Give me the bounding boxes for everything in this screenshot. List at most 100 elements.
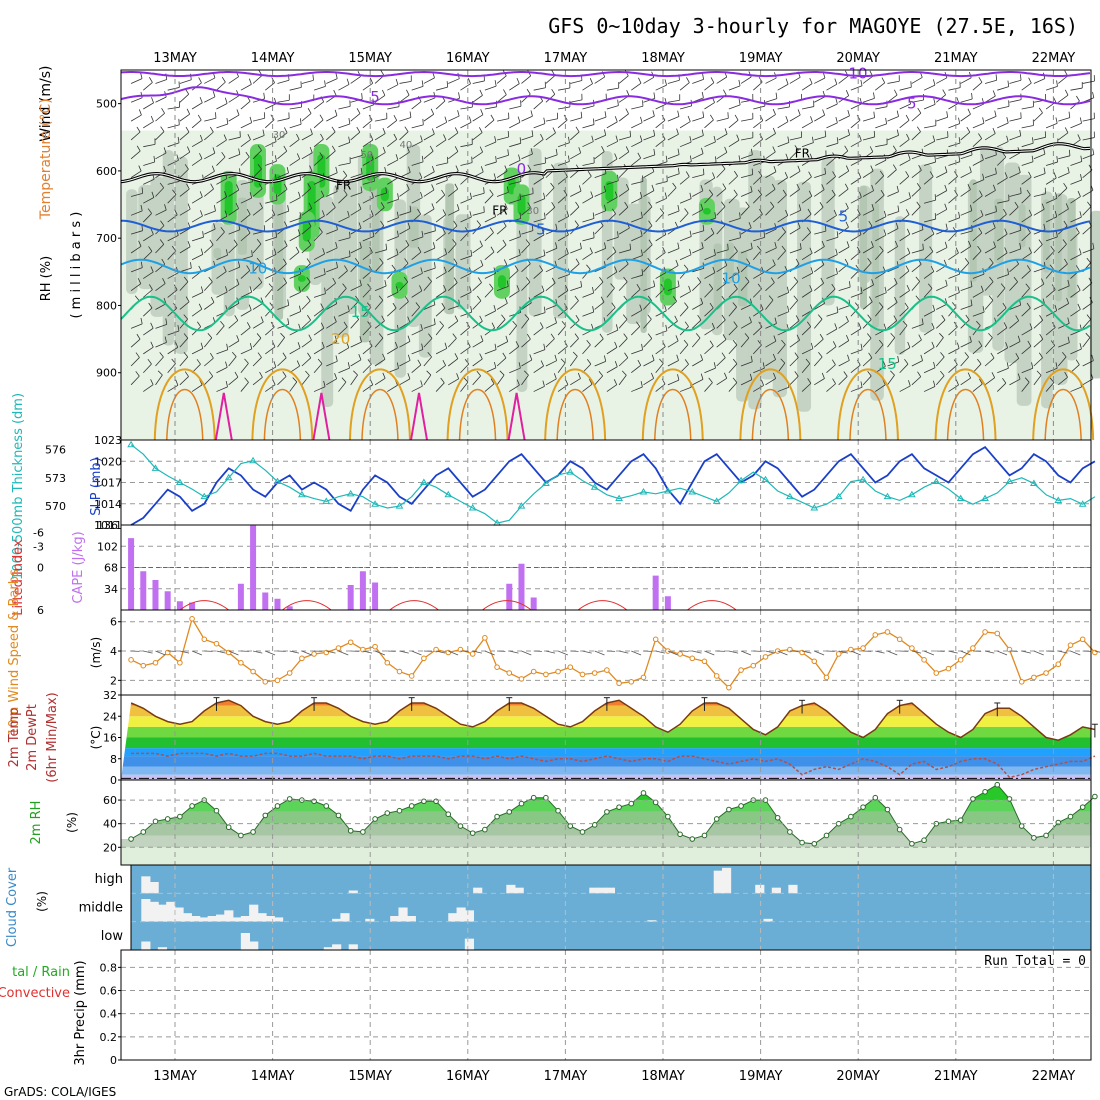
wind-barb-flag [884,286,887,293]
wind-barb [252,302,264,310]
wind-barb-flag [359,241,362,248]
wind-barb-flag [454,353,459,359]
wind-barb [362,384,373,392]
freezing-label: FR [795,146,810,160]
wind-barb [496,154,509,160]
wind-barb [899,347,911,355]
wind-barb [862,357,873,367]
wind-barb [740,174,753,179]
wind-barb [387,347,398,355]
wind-barb [716,265,728,273]
wind-barb [570,263,580,273]
wind-barb [789,76,801,84]
temp-unit: (°C) [89,726,103,750]
wind-speed-point [506,670,513,676]
wind-barb [960,246,971,254]
wind-barb-flag [929,171,934,177]
wind-barb-flag [1080,174,1083,181]
wind-barb-flag [750,185,753,192]
wind-barb-flag [946,111,949,118]
wind-barb-flag [934,156,936,163]
wind-barb-flag [187,203,191,210]
wind-barb [936,190,947,197]
wind-barb [289,251,300,261]
wind-barb [704,233,715,242]
wind-barb-flag [443,266,447,273]
wind-barb [533,162,546,166]
wind-barb [179,151,191,160]
wind-barb [887,211,899,216]
wind-barb-flag [479,240,483,247]
wind-barb [679,291,691,298]
wind-barb-flag [1055,362,1058,369]
wind-barb-flag [223,266,227,272]
wind-barb [777,215,789,223]
wind-barb [1033,267,1046,273]
wind-barb [667,286,680,292]
wind-barb-flag [382,146,386,153]
wind-barb [923,251,934,261]
wind-barb-flag [318,227,323,233]
wind-barb-flag [844,145,849,152]
wind-barb [228,650,239,656]
wind-barb [557,325,567,336]
wind-barb [887,302,898,310]
wind-barb [692,174,705,179]
wind-barb [228,229,241,235]
wind-barb-flag [317,358,323,364]
wind-barb [984,377,995,386]
wind-barb-flag [1064,371,1068,378]
wind-barb [448,358,459,367]
wind-barb [130,131,141,141]
temp-band [121,737,1091,749]
wind-barb [143,271,154,279]
wind-barb [740,248,753,254]
wind-barb [618,189,630,197]
rh-cell [418,214,432,358]
wind-barb-flag [835,98,838,105]
wind-barb [155,356,164,367]
wind-barb [374,207,385,216]
wind-barb [313,85,326,91]
wind-speed-point [921,657,927,663]
wind-barb [252,282,263,291]
wind-barb [972,291,984,298]
wind-barb [399,360,411,367]
wind-barb [936,319,946,329]
wind-barb-flag [915,295,920,301]
wind-barb-flag [781,339,786,345]
wind-barb-flag [629,243,632,250]
wind-barb [606,141,618,148]
wind-barb-flag [772,127,776,134]
wind-barb [753,367,765,374]
wind-barb-flag [662,247,666,253]
wind-barb-flag [588,378,593,385]
wind-barb [496,357,507,367]
wind-barb [301,152,313,160]
wind-barb [289,179,301,185]
wind-barb-flag [526,88,531,95]
wind-barb [472,265,484,273]
wind-barb [533,312,546,317]
wind-barb-flag [479,353,483,360]
wind-barb [582,237,595,242]
wind-barb [533,270,543,279]
wind-barb [204,117,217,122]
wind-barb-flag [845,165,850,172]
wind-barb-flag [1020,74,1022,81]
wind-barb [509,83,520,91]
wind-barb [411,101,422,110]
wind-barb [399,245,410,254]
wind-barb [667,154,680,160]
cloud-cell [149,901,159,922]
wind-barb [1033,319,1044,329]
cape-bar [152,580,159,610]
wind-barb [997,252,1008,261]
wind-barb-flag [856,246,861,253]
wind-barb [948,650,958,654]
wind-barb [362,197,374,204]
cloud-cell [215,914,226,922]
wind-barb-flag [700,184,704,191]
wind-barb-flag [186,146,191,153]
wind-barb [582,105,595,110]
